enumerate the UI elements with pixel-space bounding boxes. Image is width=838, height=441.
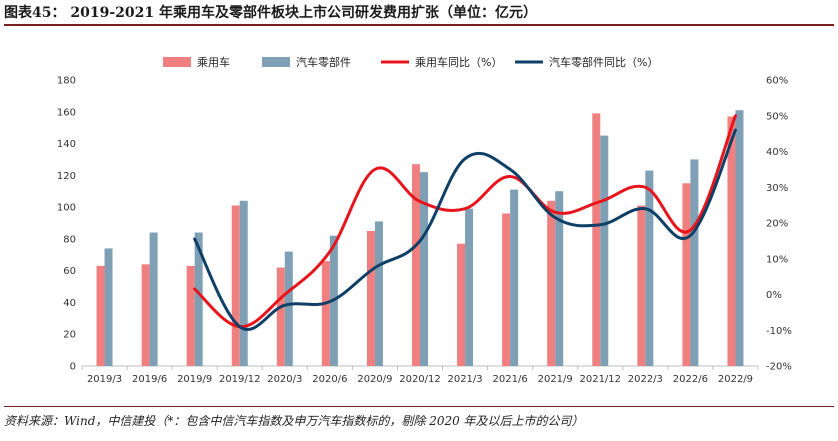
- bar-passenger-car: [186, 265, 195, 366]
- legend-label: 乘用车同比（%）: [415, 55, 502, 69]
- bar-auto-parts: [465, 208, 474, 366]
- bar-passenger-car: [457, 243, 466, 366]
- legend-swatch-auto-parts: [262, 57, 290, 67]
- bar-auto-parts: [600, 135, 609, 366]
- x-tick-label: 2020/6: [312, 374, 347, 385]
- line-auto-parts-yoy: [193, 128, 737, 331]
- y-left-tick-label: 160: [57, 107, 76, 118]
- bar-passenger-car: [321, 261, 330, 366]
- y-left-tick-label: 120: [57, 171, 76, 182]
- y-right-tick-label: 10%: [766, 254, 788, 265]
- y-left-tick-label: 180: [57, 76, 76, 87]
- bar-auto-parts: [149, 232, 158, 366]
- bar-passenger-car: [276, 267, 285, 366]
- y-left-tick-label: 0: [70, 362, 76, 373]
- bar-passenger-car: [592, 113, 601, 366]
- bar-auto-parts: [735, 110, 744, 366]
- y-right-tick-label: 20%: [766, 219, 788, 230]
- bar-auto-parts: [374, 221, 383, 366]
- x-tick-label: 2020/12: [399, 374, 441, 385]
- y-right-tick-label: 30%: [766, 183, 788, 194]
- bar-passenger-car: [366, 230, 375, 366]
- bar-auto-parts: [420, 172, 428, 366]
- line-passenger-car-yoy: [193, 114, 737, 329]
- x-tick-label: 2021/3: [447, 374, 482, 385]
- y-right-tick-label: 60%: [766, 76, 788, 87]
- y-right-tick-label: -10%: [766, 326, 792, 337]
- legend-label: 汽车零部件同比（%）: [549, 55, 658, 69]
- bar-passenger-car: [637, 205, 646, 366]
- y-left-tick-label: 100: [57, 203, 76, 214]
- x-tick-label: 2019/9: [177, 374, 212, 385]
- y-right-tick-label: 40%: [766, 147, 788, 158]
- bar-passenger-car: [96, 265, 105, 366]
- x-tick-label: 2020/9: [357, 374, 392, 385]
- y-left-tick-label: 140: [57, 139, 76, 150]
- source-note: 资料来源：Wind，中信建投（*：包含中信汽车指数及申万汽车指数标的，剔除 20…: [4, 414, 584, 428]
- bar-passenger-car: [502, 213, 511, 366]
- y-right-tick-label: 0%: [766, 290, 782, 301]
- legend-label: 汽车零部件: [296, 55, 351, 69]
- bar-auto-parts: [284, 251, 293, 366]
- x-tick-label: 2021/6: [493, 374, 528, 385]
- title-divider: [4, 24, 834, 26]
- x-tick-label: 2022/3: [628, 374, 663, 385]
- bar-auto-parts: [645, 170, 654, 366]
- x-tick-label: 2019/3: [87, 374, 122, 385]
- x-tick-label: 2019/12: [219, 374, 261, 385]
- x-tick-label: 2022/6: [673, 374, 708, 385]
- bar-auto-parts: [690, 159, 699, 366]
- legend-swatch-passenger-car: [163, 57, 191, 67]
- chart-title: 图表45： 2019-2021 年乘用车及零部件板块上市公司研发费用扩张（单位：…: [4, 5, 537, 21]
- x-tick-label: 2021/9: [538, 374, 573, 385]
- bar-passenger-car: [141, 264, 150, 366]
- y-right-tick-label: 50%: [766, 111, 788, 122]
- bar-auto-parts: [104, 248, 113, 366]
- y-left-tick-label: 60: [63, 266, 76, 277]
- bar-auto-parts: [555, 191, 564, 366]
- y-left-tick-label: 20: [63, 330, 76, 341]
- bar-passenger-car: [412, 164, 420, 366]
- bar-passenger-car: [231, 205, 240, 366]
- y-left-tick-label: 40: [63, 298, 76, 309]
- x-tick-label: 2020/3: [267, 374, 302, 385]
- y-right-tick-label: -20%: [766, 362, 792, 373]
- bar-auto-parts: [239, 200, 248, 366]
- chart: 0 20 40 60 80 100 120 140 160 180 -20% -10% 0% 10% 20%…: [57, 55, 792, 385]
- legend-label: 乘用车: [197, 55, 230, 69]
- bar-passenger-car: [727, 116, 736, 367]
- bar-auto-parts: [510, 189, 519, 366]
- bar-passenger-car: [682, 183, 691, 366]
- bar-auto-parts: [194, 232, 203, 366]
- x-tick-label: 2021/12: [579, 374, 621, 385]
- bar-passenger-car: [547, 200, 556, 366]
- source-divider: [4, 406, 834, 407]
- x-tick-label: 2022/9: [718, 374, 753, 385]
- x-tick-label: 2019/6: [132, 374, 167, 385]
- y-left-tick-label: 80: [63, 234, 76, 245]
